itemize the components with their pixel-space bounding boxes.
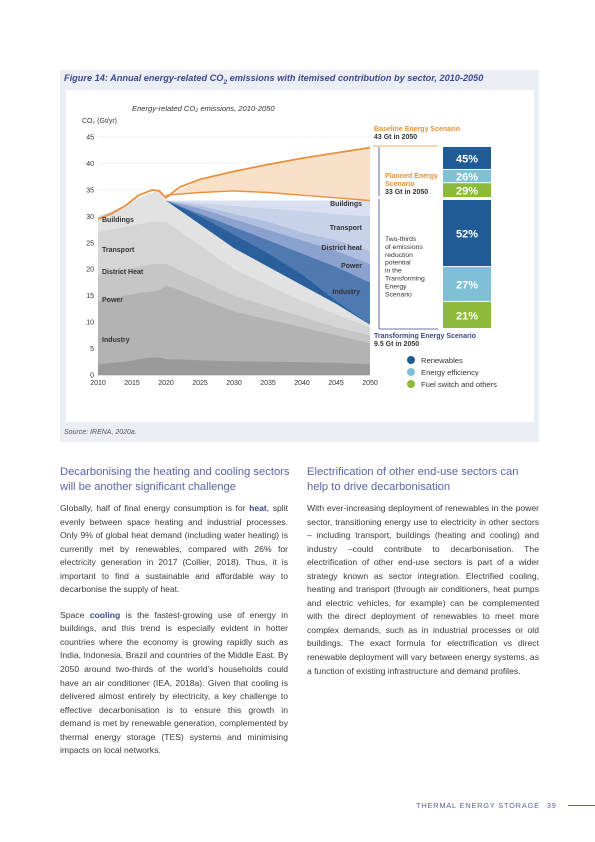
legend-dot-2 bbox=[407, 380, 415, 388]
y-tick-40: 40 bbox=[86, 161, 94, 168]
left-body: Globally, half of final energy consumpti… bbox=[60, 502, 288, 770]
twothirds-line-5: Transforming bbox=[385, 276, 425, 283]
chart-legend: Renewables Energy efficiency Fuel switch a… bbox=[407, 356, 497, 389]
sector-label-left-0: Buildings bbox=[102, 217, 134, 224]
planned-line bbox=[165, 190, 371, 202]
x-tick-2015: 2015 bbox=[124, 380, 140, 387]
bottom-bar-label-1: 27% bbox=[456, 279, 478, 291]
top-bar-2 bbox=[443, 183, 491, 197]
figure-source: Source: IRENA, 2020a. bbox=[64, 429, 137, 436]
x-tick-2040: 2040 bbox=[294, 380, 310, 387]
baseline-line bbox=[97, 146, 371, 220]
y-tick-15: 15 bbox=[86, 293, 94, 300]
y-tick-5: 5 bbox=[90, 346, 94, 353]
x-tick-2020: 2020 bbox=[158, 380, 174, 387]
area-power bbox=[98, 285, 370, 375]
top-bar-label-2: 29% bbox=[456, 186, 478, 198]
figure-title: Figure 14: Annual energy-related CO2 emi… bbox=[64, 73, 484, 86]
bottom-bar-2 bbox=[443, 301, 491, 328]
top-bar-1 bbox=[443, 169, 491, 183]
transforming-value: 9.5 Gt in 2050 bbox=[374, 341, 419, 348]
sector-label-right-0: Buildings bbox=[330, 201, 362, 208]
sector-label-right-1: Transport bbox=[330, 225, 363, 232]
right-paragraph-1: With ever-increasing deployment of renew… bbox=[307, 503, 539, 676]
left-paragraph-2: Space cooling is the fastest-growing use… bbox=[60, 609, 288, 756]
sector-label-right-2: District heat bbox=[322, 245, 363, 252]
running-title: THERMAL ENERGY STORAGE bbox=[416, 801, 540, 810]
y-tick-0: 0 bbox=[90, 373, 94, 380]
sector-label-left-1: Transport bbox=[102, 247, 135, 254]
footer-rule bbox=[568, 805, 595, 806]
bottom-bar-label-2: 21% bbox=[456, 310, 478, 322]
sector-label-left-4: Industry bbox=[102, 337, 130, 344]
legend-label-2: Fuel switch and others bbox=[421, 380, 497, 389]
y-tick-20: 20 bbox=[86, 267, 94, 274]
chart-labels: Energy-related CO₂ emissions, 2010-2050 C… bbox=[82, 104, 476, 348]
x-tick-2010: 2010 bbox=[90, 380, 106, 387]
baseline-value: 43 Gt in 2050 bbox=[374, 134, 417, 141]
bottom-bar-0 bbox=[443, 200, 491, 267]
legend-dot-0 bbox=[407, 356, 415, 364]
sector-label-right-3: Power bbox=[341, 263, 362, 270]
transforming-label: Transforming Energy Scenario bbox=[374, 333, 476, 340]
planned-label-2: Scenario bbox=[385, 181, 415, 188]
y-tick-35: 35 bbox=[86, 187, 94, 194]
transforming-edge-band bbox=[166, 200, 370, 325]
y-tick-45: 45 bbox=[86, 135, 94, 142]
x-tick-2025: 2025 bbox=[192, 380, 208, 387]
page-footer: THERMAL ENERGY STORAGE 39 bbox=[416, 801, 557, 810]
right-heading: Electrification of other end-use sectors… bbox=[307, 466, 519, 493]
reduction-bars: 45% 26% 29% 52% 27% 21% bbox=[443, 147, 491, 328]
x-tick-2030: 2030 bbox=[226, 380, 242, 387]
sector-label-left-3: Power bbox=[102, 297, 123, 304]
right-body: With ever-increasing deployment of renew… bbox=[307, 502, 539, 690]
planned-value: 33 Gt in 2050 bbox=[385, 189, 428, 196]
chart-lines bbox=[97, 146, 371, 220]
top-bar-0 bbox=[443, 147, 491, 169]
x-tick-2035: 2035 bbox=[260, 380, 276, 387]
sector-label-left-2: District Heat bbox=[102, 269, 144, 276]
twothirds-line-4: in the bbox=[385, 268, 402, 275]
x-tick-2045: 2045 bbox=[328, 380, 344, 387]
chart-areas bbox=[98, 147, 370, 375]
top-bar-label-1: 26% bbox=[456, 172, 478, 184]
bottom-bar-label-0: 52% bbox=[456, 229, 478, 241]
area-industry bbox=[98, 357, 370, 375]
legend-dot-1 bbox=[407, 368, 415, 376]
twothirds-line-1: of emissions bbox=[385, 244, 423, 251]
y-tick-10: 10 bbox=[86, 320, 94, 327]
twothirds-line-6: Energy bbox=[385, 283, 407, 290]
chart-title: Energy-related CO₂ emissions, 2010-2050 bbox=[132, 104, 275, 113]
sector-label-right-4: Industry bbox=[332, 289, 360, 296]
x-tick-2050: 2050 bbox=[362, 380, 378, 387]
twothirds-line-2: reduction bbox=[385, 252, 413, 259]
reduction-transport bbox=[166, 200, 370, 251]
top-bar-label-0: 45% bbox=[456, 153, 478, 165]
y-tick-25: 25 bbox=[86, 240, 94, 247]
twothirds-line-0: Two-thirds bbox=[385, 236, 417, 243]
planned-label-1: Planned Energy bbox=[385, 173, 438, 180]
left-paragraph-1: Globally, half of final energy consumpti… bbox=[60, 503, 288, 595]
page-number: 39 bbox=[546, 801, 557, 810]
baseline-gap-area bbox=[166, 147, 370, 201]
reduction-buildings bbox=[166, 200, 370, 217]
twothirds-line-7: Scenario bbox=[385, 291, 412, 298]
y-axis-label: CO₂ (Gt/yr) bbox=[82, 118, 117, 125]
bottom-bar-1 bbox=[443, 267, 491, 301]
left-heading: Decarbonising the heating and cooling se… bbox=[60, 466, 290, 493]
twothirds-line-3: potential bbox=[385, 260, 411, 267]
baseline-label: Baseline Energy Scenario bbox=[374, 126, 460, 133]
y-tick-30: 30 bbox=[86, 214, 94, 221]
legend-label-0: Renewables bbox=[421, 356, 463, 365]
legend-label-1: Energy efficiency bbox=[421, 368, 479, 377]
